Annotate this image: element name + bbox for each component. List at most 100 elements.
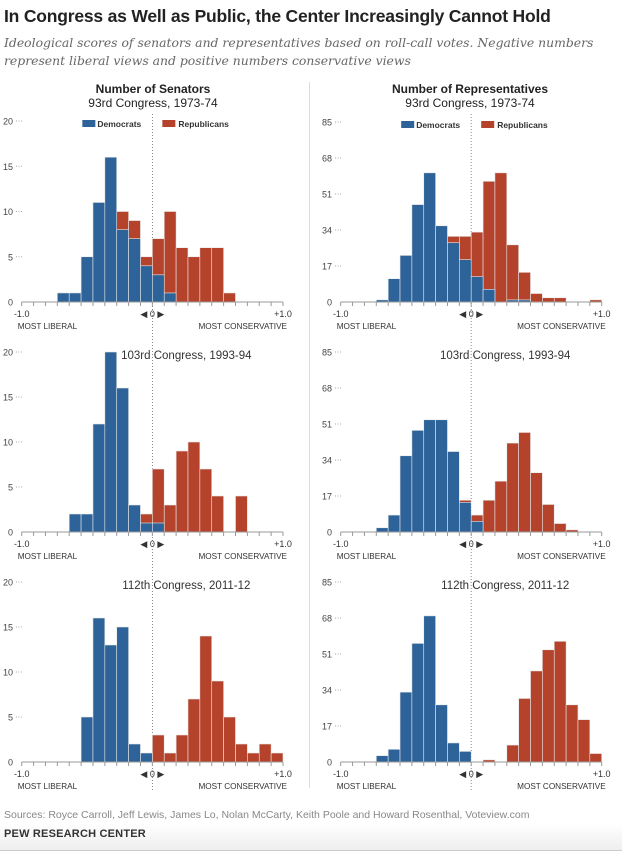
legend-label-democrats: Democrats — [416, 120, 460, 130]
most-conservative-label: MOST CONSERVATIVE — [198, 782, 287, 791]
republicans-bar — [542, 504, 555, 533]
most-liberal-label: MOST LIBERAL — [337, 782, 397, 791]
republicans-bar — [223, 292, 236, 303]
x-tick-label-min: -1.0 — [14, 539, 30, 549]
republicans-bar — [199, 635, 213, 763]
republicans-bar — [163, 504, 177, 533]
democrats-bar — [80, 256, 94, 303]
x-tick-label-center: ◀ 0 ▶ — [140, 539, 164, 549]
democrats-bar — [128, 743, 141, 763]
most-conservative-label: MOST CONSERVATIVE — [198, 322, 287, 331]
x-tick-label-max: +1.0 — [274, 539, 292, 549]
democrats-bar — [140, 752, 153, 763]
x-tick-label-max: +1.0 — [274, 769, 292, 779]
democrats-bar — [470, 521, 484, 533]
democrats-bar — [435, 225, 448, 303]
republicans-bar — [494, 172, 508, 303]
democrats-bar — [447, 451, 460, 533]
y-tick-label: 51 — [322, 650, 332, 660]
republicans-bar — [506, 744, 519, 763]
democrats-bar — [163, 292, 177, 303]
democrats-bar — [423, 172, 436, 303]
y-tick-label: 10 — [3, 668, 13, 678]
column-divider — [309, 82, 310, 788]
y-tick-label: 34 — [322, 686, 332, 696]
democrats-bar — [447, 242, 460, 303]
y-tick-label: 0 — [8, 758, 13, 768]
most-conservative-label: MOST CONSERVATIVE — [517, 552, 606, 561]
legend-swatch-democrats — [401, 121, 415, 128]
y-tick-label: 15 — [3, 162, 13, 172]
republicans-bar — [553, 523, 567, 533]
congress-label: 103rd Congress, 1993-94 — [440, 350, 571, 362]
democrats-bar — [128, 238, 141, 303]
x-tick-label-center: ◀ 0 ▶ — [459, 309, 483, 319]
republicans-bar — [211, 247, 224, 303]
democrats-bar — [104, 156, 118, 303]
most-conservative-label: MOST CONSERVATIVE — [517, 322, 606, 331]
democrats-bar — [68, 292, 82, 303]
x-tick-label-center: ◀ 0 ▶ — [140, 309, 164, 319]
republicans-bar — [506, 244, 519, 303]
y-tick-label: 17 — [322, 492, 332, 502]
y-tick-label: 85 — [322, 348, 332, 358]
democrats-bar — [68, 513, 82, 533]
republicans-bar — [553, 297, 567, 303]
democrats-bar — [435, 704, 448, 763]
y-tick-label: 20 — [3, 117, 13, 127]
republicans-bar — [163, 752, 177, 763]
y-tick-label: 51 — [322, 190, 332, 200]
democrats-bar — [92, 423, 106, 533]
democrats-bar — [459, 502, 472, 533]
congress-label: 103rd Congress, 1993-94 — [121, 350, 252, 362]
democrats-bar — [80, 716, 94, 763]
democrats-bar — [104, 644, 118, 763]
democrats-bar — [399, 255, 413, 303]
democrats-bar — [140, 522, 153, 533]
republicans-bar — [175, 734, 189, 763]
most-conservative-label: MOST CONSERVATIVE — [517, 782, 606, 791]
democrats-bar — [116, 626, 129, 763]
house-heading: Number of Representatives — [391, 82, 549, 96]
most-liberal-label: MOST LIBERAL — [18, 322, 78, 331]
y-tick-label: 5 — [8, 252, 13, 262]
y-tick-label: 15 — [3, 623, 13, 633]
republicans-bar — [553, 640, 567, 763]
x-tick-label-max: +1.0 — [593, 769, 611, 779]
sources-note: Sources: Royce Carroll, Jeff Lewis, Jame… — [4, 809, 530, 821]
republicans-bar — [542, 297, 555, 303]
footer: PEW RESEARCH CENTER — [0, 824, 622, 851]
legend-label-democrats: Democrats — [97, 119, 141, 129]
democrats-bar — [459, 751, 472, 763]
democrats-bar — [399, 691, 413, 763]
most-liberal-label: MOST LIBERAL — [18, 782, 78, 791]
democrats-bar — [80, 513, 94, 533]
democrats-bar — [104, 351, 118, 533]
republicans-bar — [270, 752, 284, 763]
y-tick-label: 0 — [327, 298, 332, 308]
y-tick-label: 34 — [322, 226, 332, 236]
democrats-bar — [152, 522, 165, 533]
senate-heading: Number of Senators — [95, 82, 211, 96]
democrats-bar — [470, 276, 484, 303]
democrats-bar — [116, 387, 129, 533]
x-tick-label-min: -1.0 — [14, 769, 30, 779]
republicans-bar — [223, 716, 236, 763]
chart-title: In Congress as Well as Public, the Cente… — [4, 6, 551, 26]
republicans-bar — [199, 247, 213, 303]
republicans-bar — [494, 480, 508, 533]
republicans-bar — [211, 680, 224, 763]
y-tick-label: 15 — [3, 393, 13, 403]
x-tick-label-center: ◀ 0 ▶ — [459, 539, 483, 549]
republicans-bar — [152, 468, 165, 533]
y-tick-label: 20 — [3, 578, 13, 588]
y-tick-label: 85 — [322, 118, 332, 128]
y-tick-label: 68 — [322, 614, 332, 624]
x-tick-label-max: +1.0 — [593, 539, 611, 549]
republicans-bar — [247, 752, 260, 763]
republicans-bar — [530, 293, 543, 303]
congress-label: 112th Congress, 2011-12 — [441, 580, 569, 592]
republicans-bar — [187, 698, 201, 763]
y-tick-label: 0 — [8, 298, 13, 308]
